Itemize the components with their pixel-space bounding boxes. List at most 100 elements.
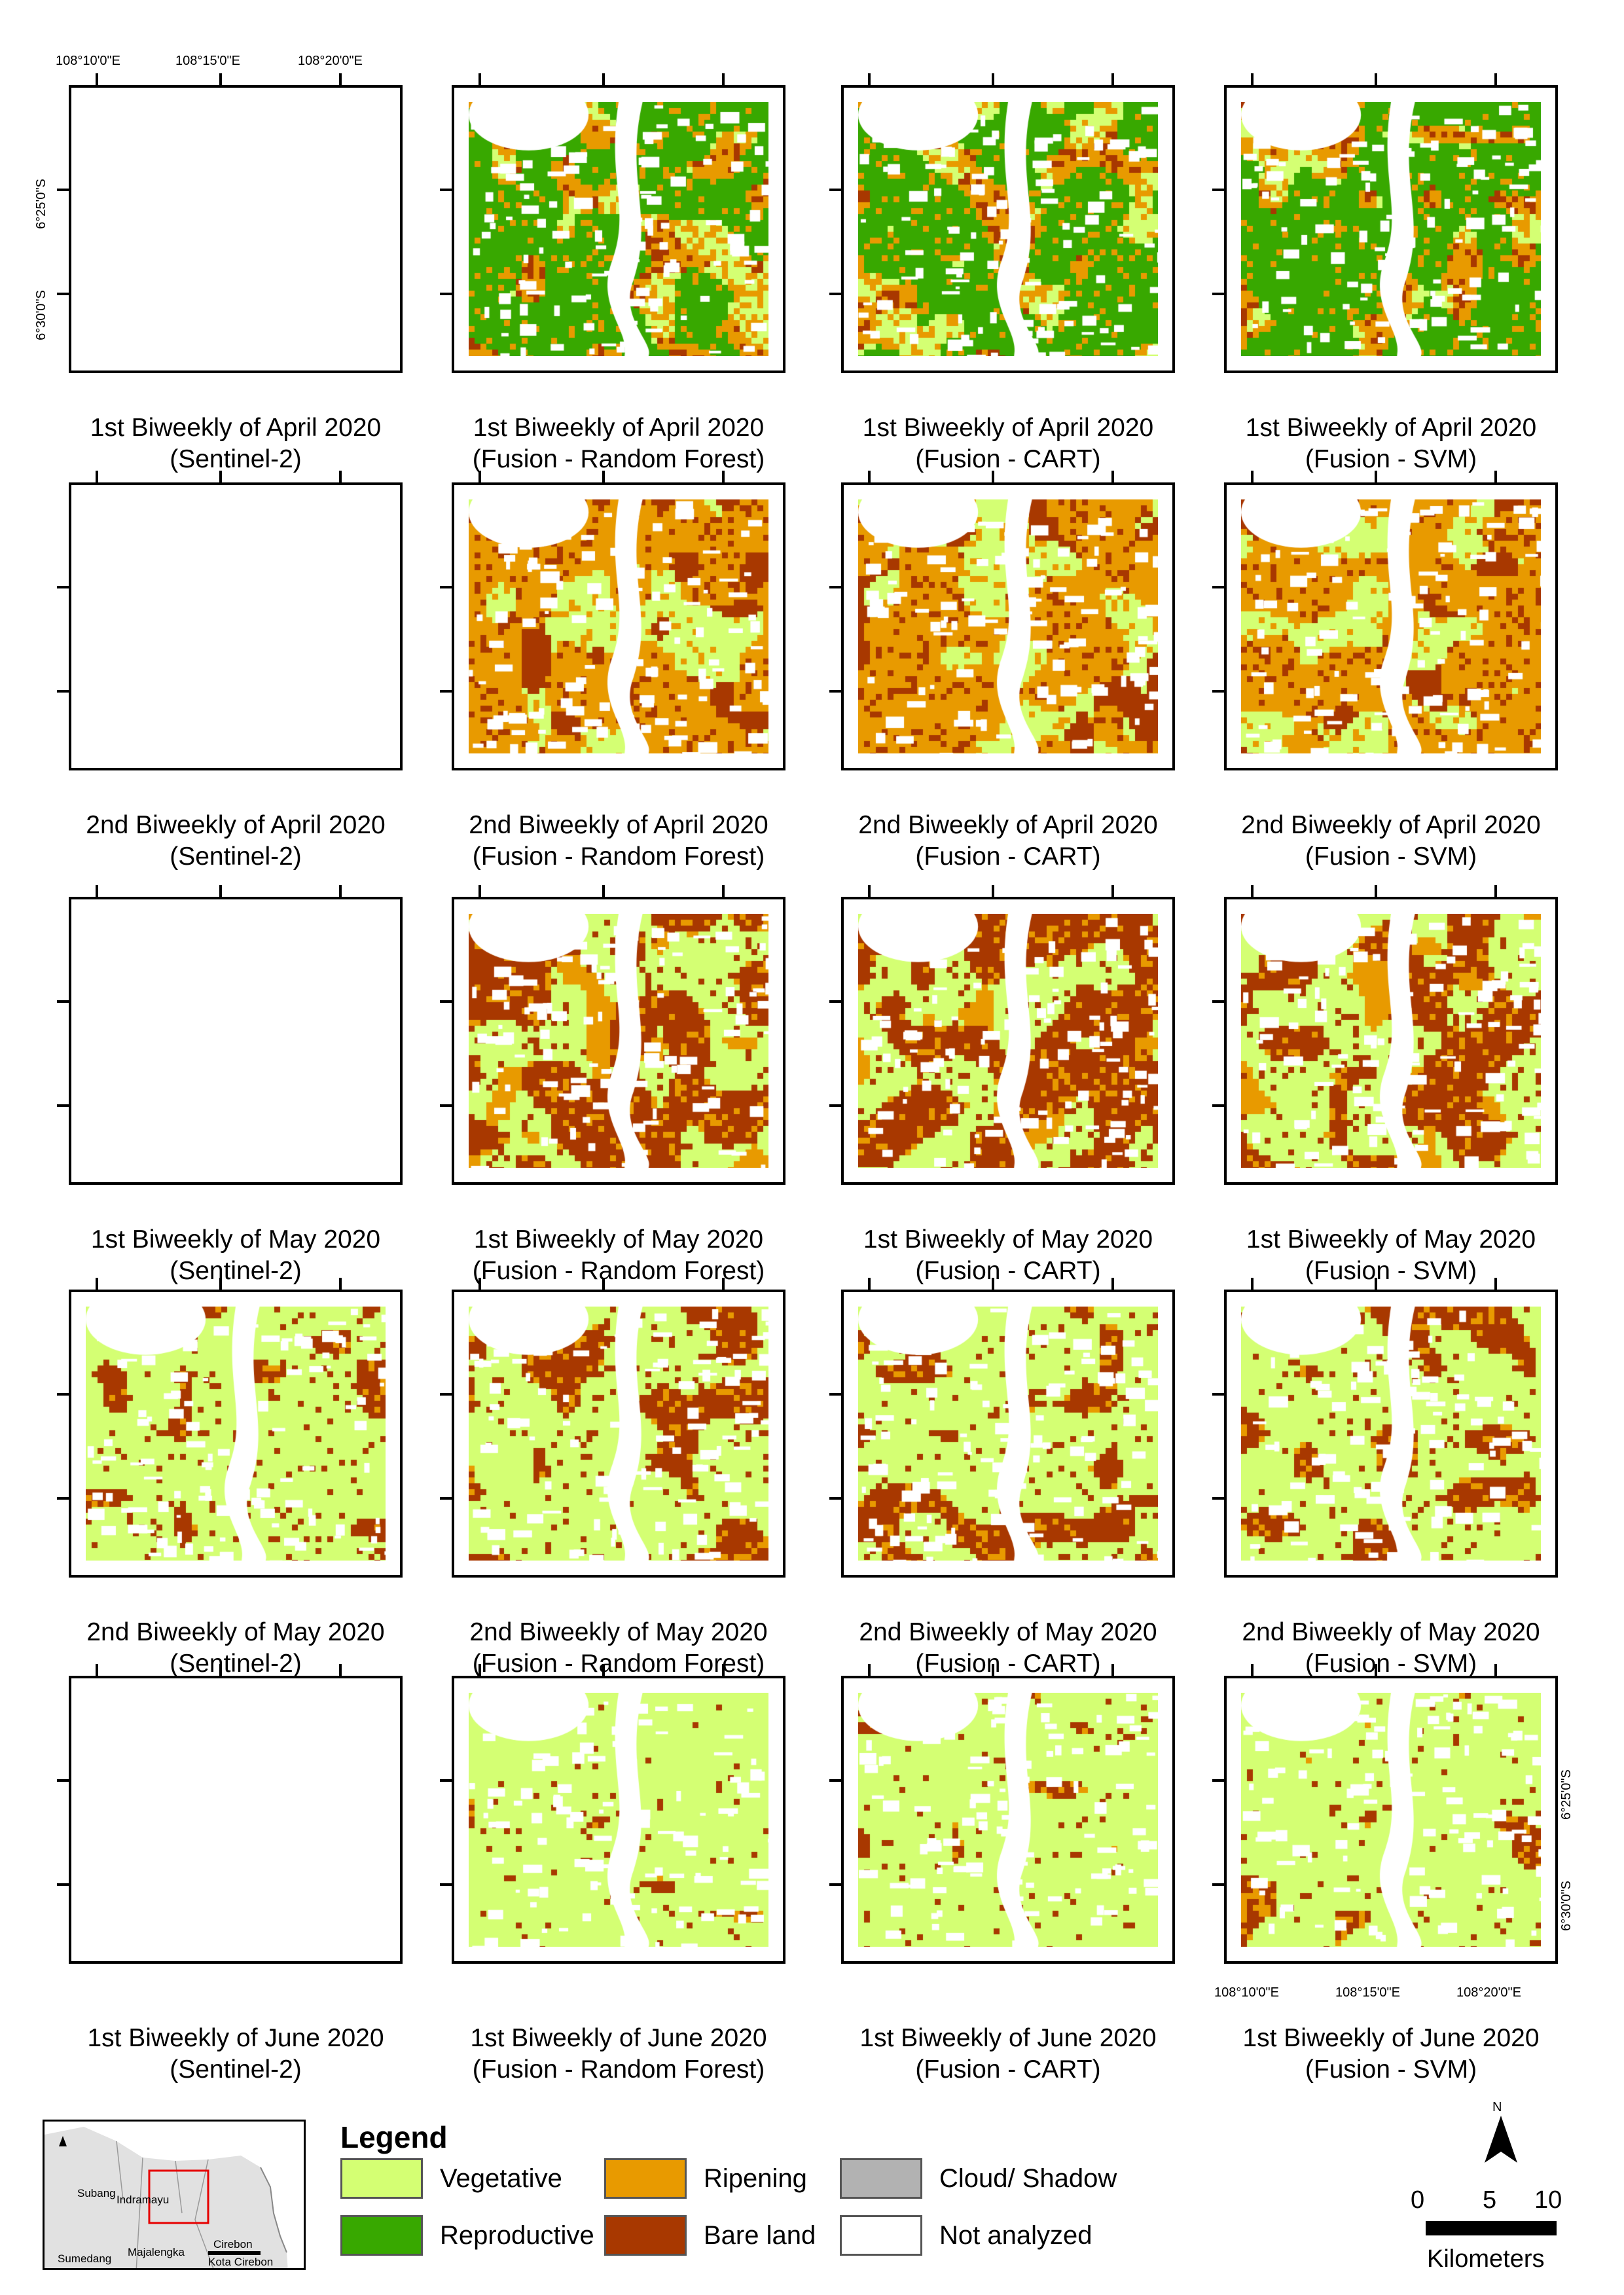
classification-raster: [86, 1307, 386, 1561]
map-panel-r1-c0: [69, 482, 403, 770]
lon-tick: [339, 1664, 342, 1676]
legend-label: Vegetative: [440, 2163, 562, 2193]
caption-period: 1st Biweekly of June 2020: [87, 2024, 384, 2052]
classification-raster: [469, 914, 768, 1168]
map-panel-r3-c1: [452, 1290, 785, 1578]
legend-label: Not analyzed: [939, 2220, 1092, 2250]
lat-tick: [57, 189, 69, 192]
lat-tick: [829, 189, 841, 192]
lon-tick: [219, 73, 222, 85]
caption-source: (Fusion - Random Forest): [472, 842, 765, 871]
inset-label-kota-cirebon: Kota Cirebon: [208, 2256, 274, 2268]
caption-source: (Sentinel-2): [170, 842, 302, 871]
map-panel-r3-c0: [69, 1290, 403, 1578]
caption-period: 1st Biweekly of June 2020: [859, 2024, 1157, 2052]
classification-raster: [1241, 499, 1541, 753]
lon-tick: [1374, 471, 1377, 482]
caption-source: (Fusion - SVM): [1305, 1257, 1477, 1285]
lon-tick: [219, 471, 222, 482]
caption-source: (Fusion - Random Forest): [472, 445, 765, 473]
lon-tick: [991, 73, 994, 85]
lat-tick: [1212, 1779, 1224, 1782]
lon-tick: [95, 471, 98, 482]
lat-tick: [440, 1779, 452, 1782]
scale-unit: Kilometers: [1427, 2245, 1545, 2273]
lon-tick: [722, 885, 725, 897]
caption-period: 1st Biweekly of May 2020: [473, 1225, 764, 1254]
lon-tick: [95, 1278, 98, 1290]
lon-tick: [867, 885, 871, 897]
lon-tick: [339, 73, 342, 85]
inset-label-subang: Subang: [77, 2187, 116, 2199]
lon-tick: [722, 73, 725, 85]
panel-caption: 2nd Biweekly of May 2020 (Fusion - CART): [825, 1617, 1191, 1680]
caption-period: 1st Biweekly of April 2020: [862, 414, 1154, 442]
lon-tick: [1494, 73, 1498, 85]
panel-caption: 2nd Biweekly of April 2020 (Fusion - CART…: [825, 810, 1191, 873]
lat-tick: [829, 1883, 841, 1886]
lon-tick: [1374, 73, 1377, 85]
panel-caption: 1st Biweekly of May 2020 (Sentinel-2): [52, 1224, 419, 1287]
caption-period: 2nd Biweekly of April 2020: [86, 811, 386, 839]
lon-tick: [722, 471, 725, 482]
lon-tick: [219, 885, 222, 897]
classification-raster: [469, 1693, 768, 1947]
lon-tick: [219, 1278, 222, 1290]
lat-tick: [829, 292, 841, 295]
lon-label-bottom-3: 108°20'0"E: [1456, 1985, 1521, 2000]
lat-tick: [440, 1104, 452, 1107]
lat-tick: [440, 189, 452, 192]
lat-tick: [57, 586, 69, 589]
inset-label-sumedang: Sumedang: [58, 2252, 112, 2265]
lat-tick: [829, 1104, 841, 1107]
lon-tick: [95, 1664, 98, 1676]
panel-caption: 2nd Biweekly of April 2020 (Fusion - SVM): [1208, 810, 1574, 873]
lon-label-top-2: 108°15'0"E: [175, 54, 240, 68]
lat-tick: [1212, 586, 1224, 589]
scale-bar: [1426, 2221, 1557, 2235]
lon-tick: [602, 73, 605, 85]
caption-source: (Fusion - SVM): [1305, 1650, 1477, 1678]
north-label: N: [1492, 2100, 1502, 2114]
lat-tick: [440, 586, 452, 589]
lat-tick: [57, 1000, 69, 1003]
legend-swatch: [340, 2215, 423, 2256]
lon-tick: [991, 1278, 994, 1290]
caption-source: (Fusion - CART): [915, 1650, 1101, 1678]
lon-tick: [95, 73, 98, 85]
classification-raster: [1241, 1693, 1541, 1947]
map-panel-r4-c1: [452, 1676, 785, 1964]
panel-caption: 1st Biweekly of April 2020 (Fusion - SVM): [1208, 412, 1574, 475]
panel-caption: 1st Biweekly of May 2020 (Fusion - CART): [825, 1224, 1191, 1287]
legend-swatch: [604, 2215, 687, 2256]
lat-tick: [57, 1883, 69, 1886]
lat-tick: [829, 1000, 841, 1003]
lat-tick: [829, 1496, 841, 1500]
panel-caption: 1st Biweekly of June 2020 (Fusion - CART): [825, 2023, 1191, 2086]
lon-tick: [602, 1664, 605, 1676]
panel-caption: 1st Biweekly of April 2020 (Fusion - Rand…: [435, 412, 802, 475]
lon-label-bottom-2: 108°15'0"E: [1335, 1985, 1400, 2000]
lon-tick: [722, 1278, 725, 1290]
lat-tick: [440, 689, 452, 693]
lat-tick: [1212, 1000, 1224, 1003]
classification-raster: [858, 1307, 1158, 1561]
lon-tick: [339, 471, 342, 482]
map-panel-r4-c2: [841, 1676, 1175, 1964]
map-panel-r0-c2: [841, 85, 1175, 373]
lon-label-top-3: 108°20'0"E: [298, 54, 363, 68]
lat-tick: [1212, 689, 1224, 693]
lon-tick: [219, 1664, 222, 1676]
lat-tick: [440, 1883, 452, 1886]
map-panel-r0-c3: [1224, 85, 1558, 373]
lon-tick: [991, 885, 994, 897]
map-panel-r1-c3: [1224, 482, 1558, 770]
lat-tick: [440, 1000, 452, 1003]
map-panel-r0-c1: [452, 85, 785, 373]
caption-source: (Fusion - Random Forest): [472, 1257, 765, 1285]
map-panel-r2-c1: [452, 897, 785, 1185]
lon-tick: [722, 1664, 725, 1676]
lon-tick: [478, 471, 481, 482]
caption-period: 1st Biweekly of May 2020: [90, 1225, 381, 1254]
